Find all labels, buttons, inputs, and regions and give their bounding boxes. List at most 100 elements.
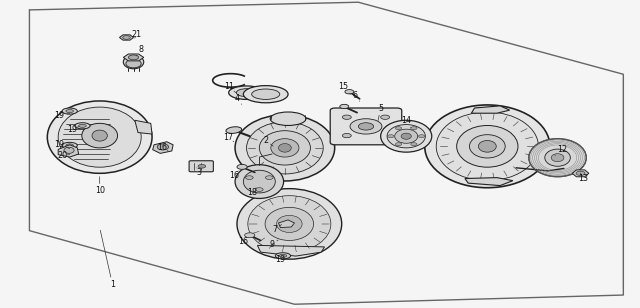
Ellipse shape bbox=[226, 127, 242, 133]
Ellipse shape bbox=[545, 149, 570, 166]
Ellipse shape bbox=[478, 140, 496, 152]
Text: 4: 4 bbox=[234, 94, 241, 104]
Text: 16: 16 bbox=[157, 143, 168, 152]
Text: 19: 19 bbox=[54, 140, 70, 149]
Polygon shape bbox=[471, 106, 509, 113]
Circle shape bbox=[396, 143, 402, 146]
Polygon shape bbox=[257, 245, 324, 256]
Circle shape bbox=[350, 119, 382, 134]
Ellipse shape bbox=[436, 112, 538, 181]
Ellipse shape bbox=[529, 139, 586, 177]
Circle shape bbox=[396, 127, 402, 130]
Ellipse shape bbox=[47, 101, 152, 173]
Ellipse shape bbox=[82, 123, 118, 148]
Text: 20: 20 bbox=[57, 151, 70, 160]
Circle shape bbox=[381, 133, 390, 138]
Ellipse shape bbox=[276, 215, 302, 233]
Polygon shape bbox=[58, 145, 79, 157]
Ellipse shape bbox=[425, 105, 550, 188]
Circle shape bbox=[340, 104, 349, 109]
Ellipse shape bbox=[198, 164, 205, 168]
Text: 3: 3 bbox=[196, 168, 201, 177]
Ellipse shape bbox=[123, 36, 131, 39]
Ellipse shape bbox=[275, 253, 291, 259]
Ellipse shape bbox=[126, 59, 141, 68]
Ellipse shape bbox=[75, 123, 90, 129]
Text: 2: 2 bbox=[263, 136, 273, 146]
Polygon shape bbox=[278, 220, 294, 228]
Text: 19: 19 bbox=[67, 125, 79, 134]
Polygon shape bbox=[153, 142, 173, 153]
Ellipse shape bbox=[58, 107, 141, 167]
Ellipse shape bbox=[64, 147, 74, 153]
Ellipse shape bbox=[237, 188, 342, 259]
Circle shape bbox=[266, 176, 273, 180]
Ellipse shape bbox=[259, 131, 310, 165]
Ellipse shape bbox=[381, 120, 432, 152]
Circle shape bbox=[255, 188, 263, 191]
Text: 6: 6 bbox=[353, 91, 360, 101]
Circle shape bbox=[246, 176, 253, 180]
Text: 17: 17 bbox=[223, 133, 234, 142]
Ellipse shape bbox=[395, 129, 418, 143]
Text: 1: 1 bbox=[100, 230, 115, 289]
Polygon shape bbox=[572, 170, 589, 177]
Ellipse shape bbox=[248, 196, 331, 252]
Text: 10: 10 bbox=[95, 177, 105, 195]
Text: 5: 5 bbox=[378, 103, 383, 121]
Ellipse shape bbox=[551, 154, 564, 162]
Text: 21: 21 bbox=[132, 30, 142, 39]
Polygon shape bbox=[124, 54, 144, 61]
Circle shape bbox=[411, 143, 417, 146]
Ellipse shape bbox=[252, 89, 280, 99]
Text: 19: 19 bbox=[54, 111, 70, 120]
Ellipse shape bbox=[243, 170, 275, 193]
Circle shape bbox=[345, 90, 354, 94]
Circle shape bbox=[342, 133, 351, 138]
Ellipse shape bbox=[270, 112, 306, 125]
Text: 15: 15 bbox=[339, 82, 351, 94]
Ellipse shape bbox=[92, 130, 108, 141]
Ellipse shape bbox=[66, 144, 74, 147]
FancyBboxPatch shape bbox=[189, 161, 213, 172]
Circle shape bbox=[342, 115, 351, 120]
Ellipse shape bbox=[469, 135, 505, 158]
Text: 14: 14 bbox=[401, 116, 412, 128]
Circle shape bbox=[419, 135, 425, 138]
Text: 13: 13 bbox=[578, 173, 588, 183]
Ellipse shape bbox=[279, 254, 287, 257]
Ellipse shape bbox=[387, 124, 426, 148]
Text: 19: 19 bbox=[275, 255, 285, 264]
Text: 12: 12 bbox=[555, 145, 568, 156]
Ellipse shape bbox=[236, 89, 257, 97]
Ellipse shape bbox=[62, 142, 77, 148]
Ellipse shape bbox=[265, 207, 314, 241]
Ellipse shape bbox=[62, 108, 77, 114]
Polygon shape bbox=[135, 120, 152, 134]
Ellipse shape bbox=[124, 55, 144, 69]
Circle shape bbox=[381, 115, 390, 120]
Ellipse shape bbox=[228, 86, 264, 99]
Ellipse shape bbox=[271, 139, 299, 157]
Text: 8: 8 bbox=[137, 45, 144, 56]
Ellipse shape bbox=[401, 133, 412, 139]
Circle shape bbox=[244, 233, 255, 238]
Ellipse shape bbox=[235, 115, 335, 181]
Circle shape bbox=[388, 135, 394, 138]
Text: 18: 18 bbox=[246, 188, 257, 197]
Polygon shape bbox=[465, 178, 513, 186]
Ellipse shape bbox=[79, 124, 86, 127]
Ellipse shape bbox=[278, 144, 291, 152]
Ellipse shape bbox=[246, 122, 323, 174]
Ellipse shape bbox=[457, 125, 518, 167]
Ellipse shape bbox=[129, 55, 139, 60]
Circle shape bbox=[411, 127, 417, 130]
Ellipse shape bbox=[235, 165, 284, 198]
Circle shape bbox=[237, 164, 247, 169]
Text: 7: 7 bbox=[273, 225, 282, 234]
Ellipse shape bbox=[66, 110, 74, 113]
Text: 16: 16 bbox=[228, 171, 239, 180]
Polygon shape bbox=[120, 35, 134, 40]
Circle shape bbox=[358, 123, 374, 130]
Text: 11: 11 bbox=[224, 82, 236, 93]
